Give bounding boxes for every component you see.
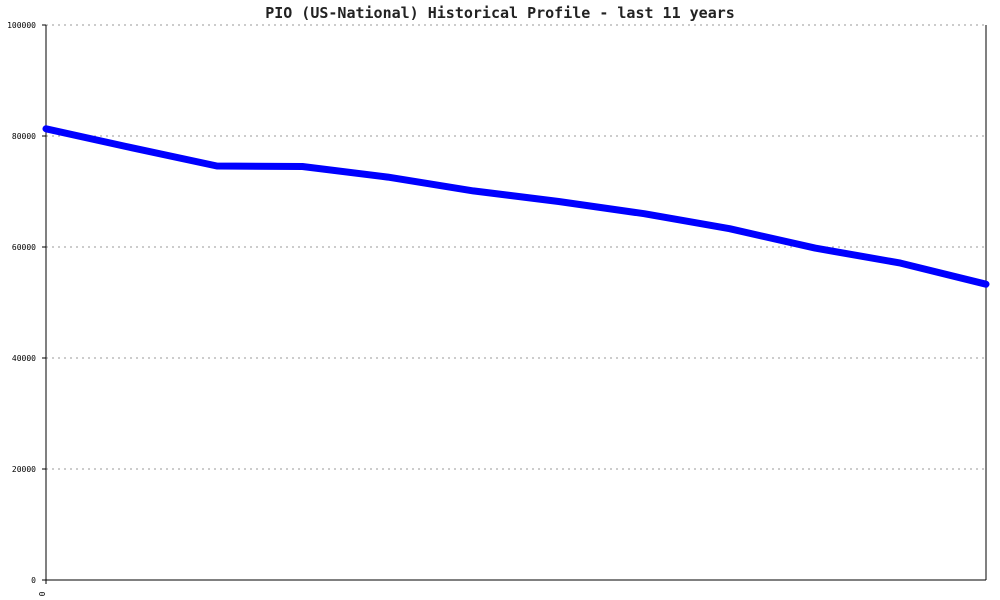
y-tick-label-1: 20000 — [12, 465, 36, 474]
x-tick-label-0: 0 — [38, 591, 47, 596]
y-tick-label-4: 80000 — [12, 132, 36, 141]
series-line-0 — [42, 125, 990, 288]
y-tick-label-5: 100000 — [7, 21, 36, 30]
y-tick-label-2: 40000 — [12, 354, 36, 363]
y-tick-label-3: 60000 — [12, 243, 36, 252]
chart-title: PIO (US-National) Historical Profile - l… — [265, 4, 735, 22]
y-tick-label-0: 0 — [31, 576, 36, 585]
